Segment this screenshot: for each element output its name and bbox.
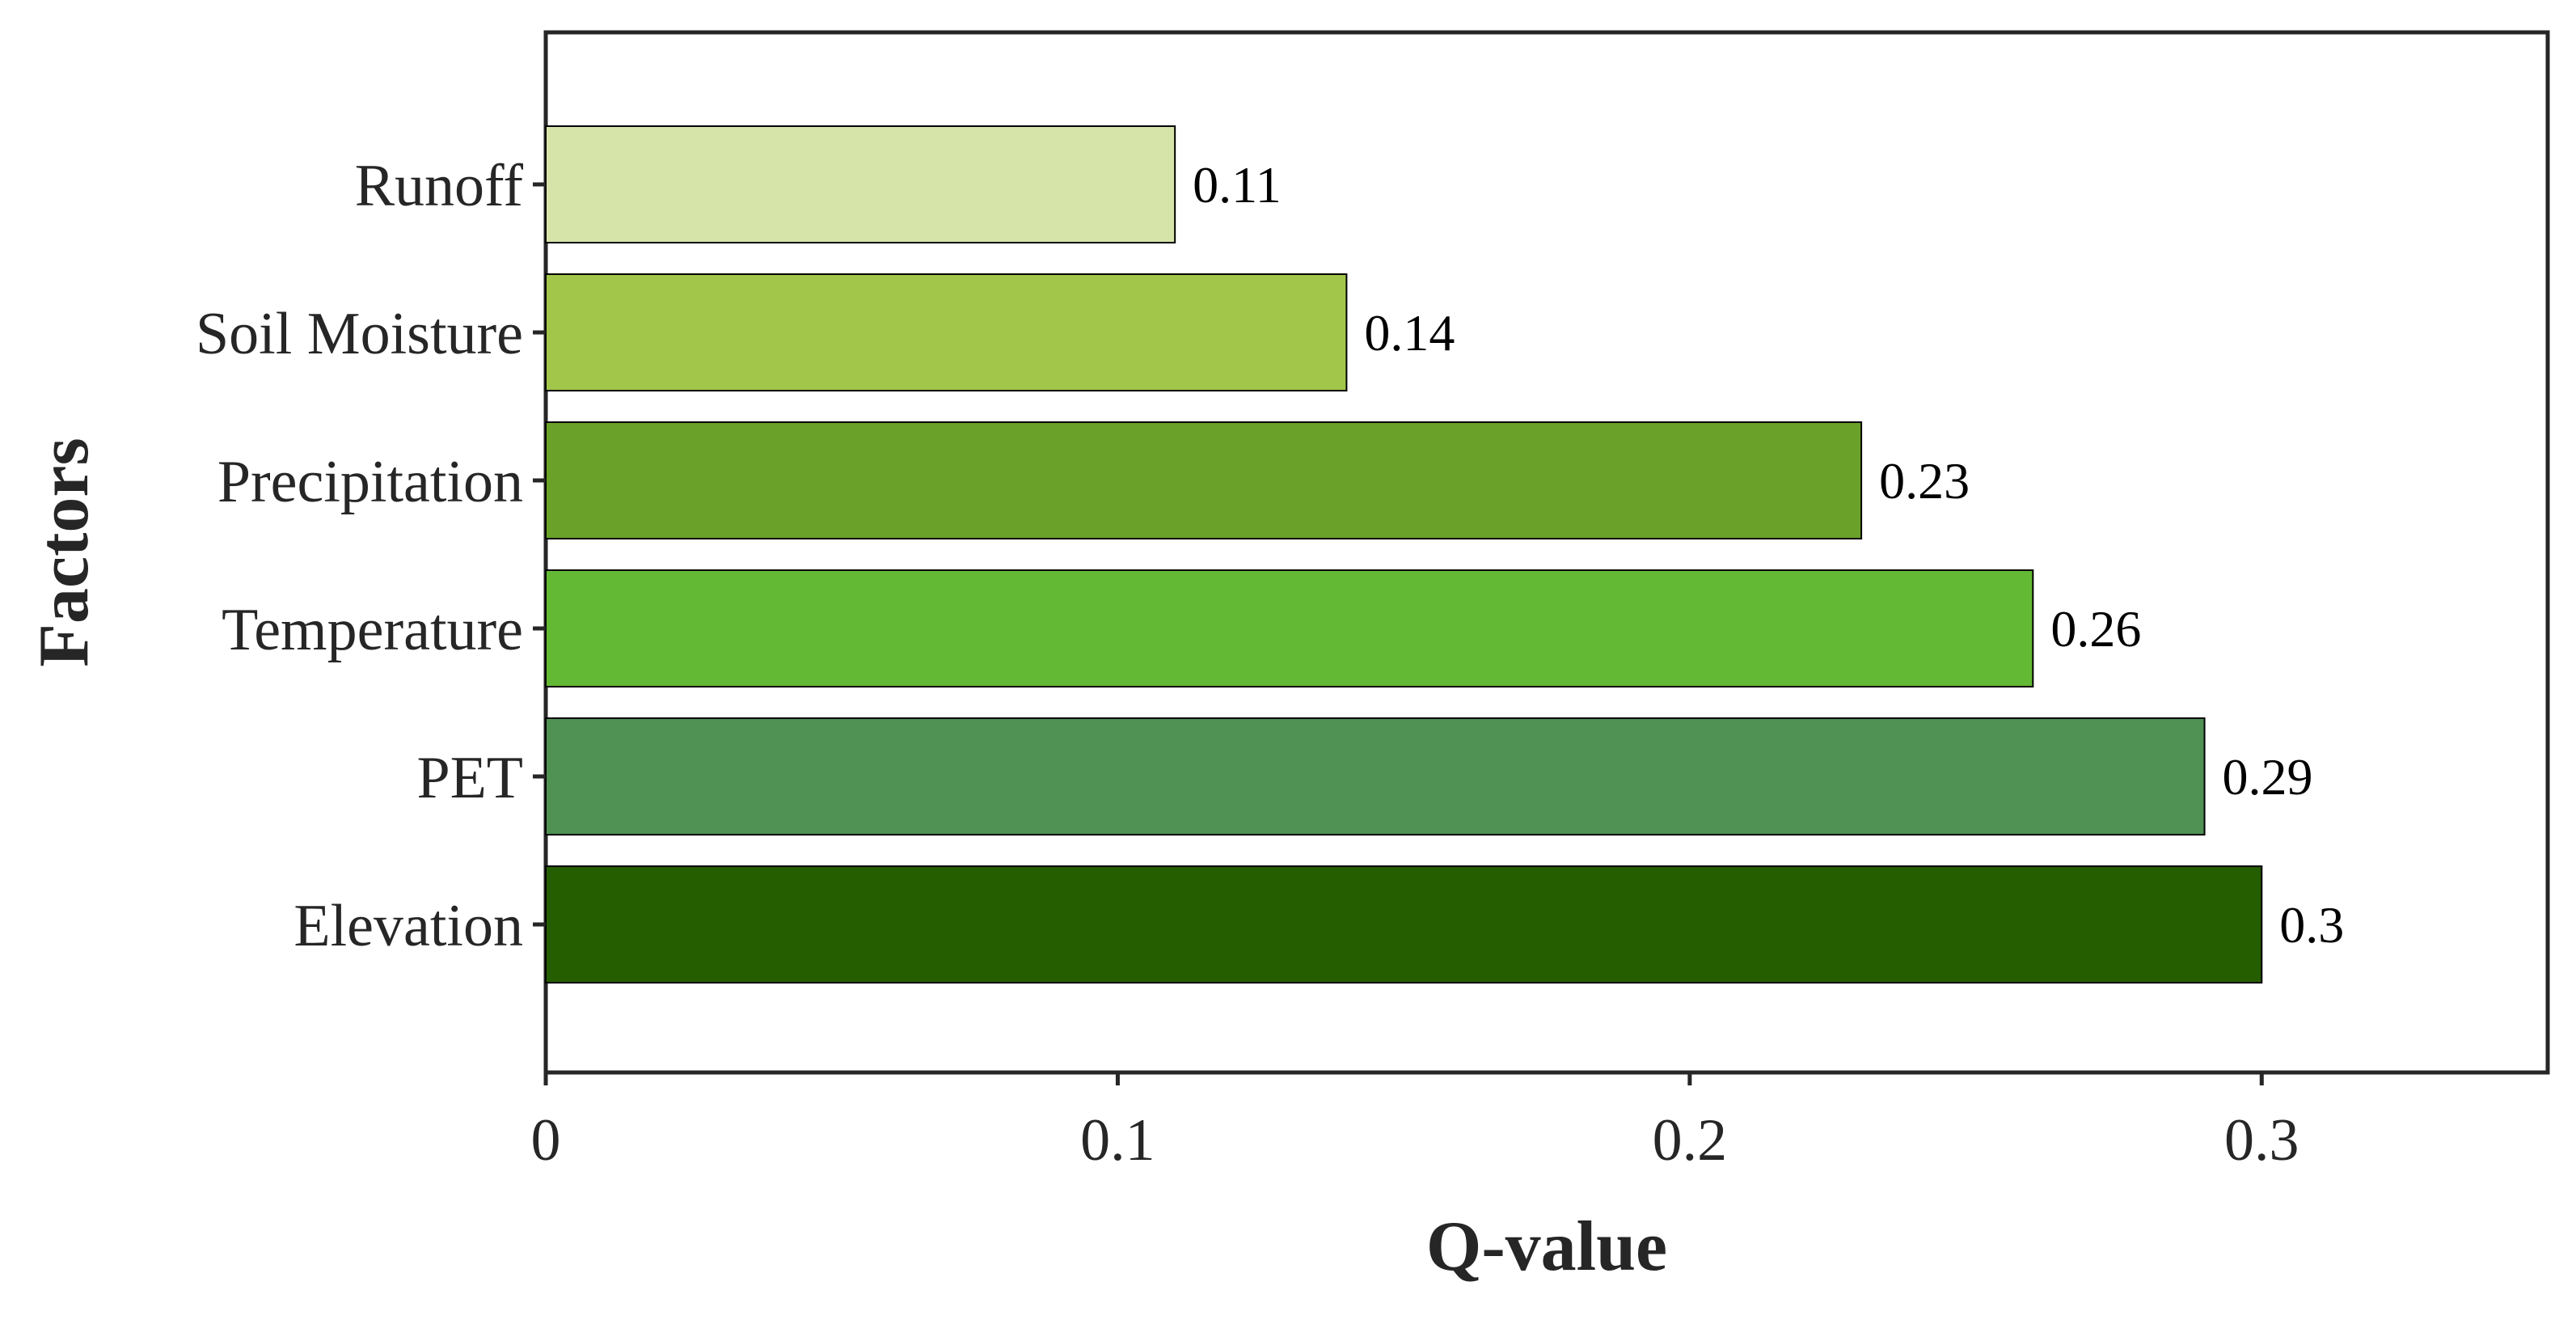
bar [545, 421, 1863, 539]
bar [545, 717, 2206, 835]
y-tick-label: PET [416, 745, 523, 811]
y-tick-label: Soil Moisture [196, 301, 523, 367]
data-label: 0.11 [1193, 156, 1282, 214]
bar [545, 125, 1176, 243]
ticks-layer: Runoff Soil Moisture Precipitation Temperat… [196, 153, 2299, 1174]
bars-layer: 0.11 0.14 0.23 0.26 0.29 0.3 [545, 125, 2344, 983]
y-axis-title: Factors [25, 438, 103, 666]
bar [545, 865, 2263, 983]
y-tick-label: Precipitation [217, 449, 523, 515]
data-label: 0.23 [1879, 452, 1970, 510]
y-tick-label: Temperature [222, 597, 523, 663]
x-tick-label: 0.1 [1080, 1107, 1155, 1174]
plot-frame [543, 30, 2550, 1075]
bar [545, 569, 2034, 687]
data-label: 0.3 [2279, 896, 2344, 954]
y-tick-label: Elevation [293, 893, 523, 959]
x-tick-label: 0.2 [1653, 1107, 1728, 1174]
x-tick-label: 0 [531, 1107, 561, 1174]
bar [545, 273, 1348, 391]
x-tick-label: 0.3 [2224, 1107, 2299, 1174]
data-label: 0.14 [1364, 304, 1455, 362]
y-tick-label: Runoff [355, 153, 524, 219]
data-label: 0.26 [2050, 600, 2141, 658]
x-axis-title: Q-value [1426, 1208, 1667, 1286]
data-label: 0.29 [2223, 748, 2313, 806]
